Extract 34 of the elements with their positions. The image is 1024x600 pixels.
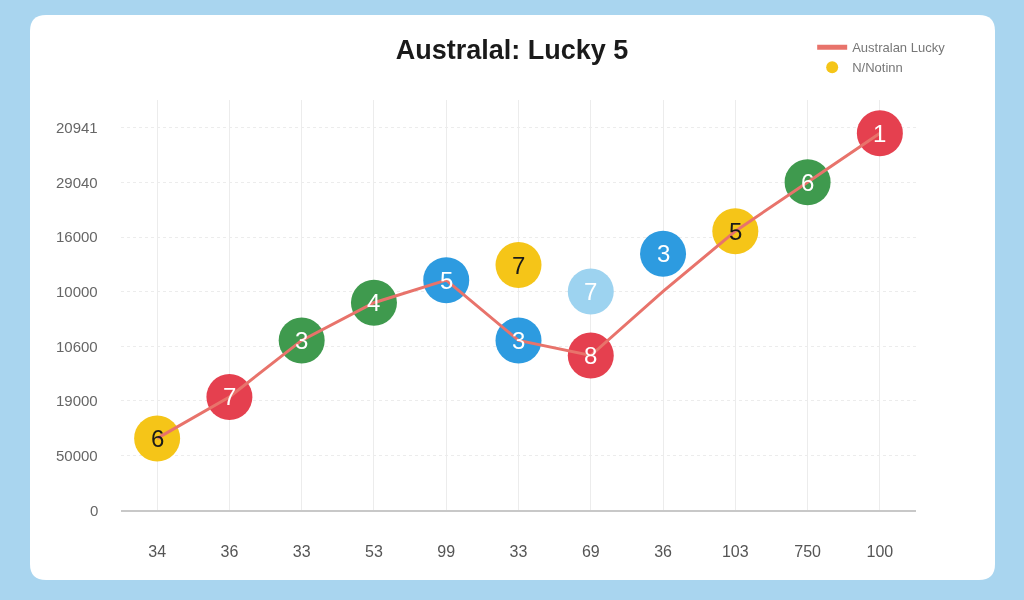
chart-title: Australal: Lucky 5 xyxy=(395,35,629,66)
text: 10600 xyxy=(56,338,98,355)
text: 0 xyxy=(90,502,99,519)
annotation: 3 xyxy=(657,240,671,267)
annotation: 7 xyxy=(584,278,598,305)
x-tick-label: 99 xyxy=(437,543,456,561)
x-tick-label: 36 xyxy=(220,543,239,561)
annotation: 7 xyxy=(223,383,237,410)
x-tick-label: 750 xyxy=(794,543,822,561)
legend-label: Australan Lucky xyxy=(852,40,946,56)
x-tick-label: 69 xyxy=(581,543,600,561)
point xyxy=(495,242,542,289)
annotation: 7 xyxy=(512,252,526,279)
x-tick-label: 33 xyxy=(292,543,311,561)
annotation: 5 xyxy=(729,218,743,245)
text: 50000 xyxy=(56,447,98,464)
point xyxy=(567,268,614,315)
x-tick-label: 53 xyxy=(365,543,383,561)
x-tick-label: 33 xyxy=(509,543,528,561)
annotation: 1 xyxy=(873,120,887,147)
text: 20941 xyxy=(56,119,98,136)
annotation: 8 xyxy=(584,342,598,369)
x-tick-label: 36 xyxy=(654,543,673,561)
x-tick-label: 34 xyxy=(148,543,167,561)
point xyxy=(856,110,903,157)
legend-label: N/Notinn xyxy=(852,60,903,76)
text: 16000 xyxy=(56,228,98,245)
text: 10000 xyxy=(56,283,98,300)
text: 29040 xyxy=(56,174,98,191)
x-tick-label: 100 xyxy=(866,543,894,561)
annotation: 6 xyxy=(151,425,165,452)
x-tick-label: 103 xyxy=(721,543,749,561)
point xyxy=(640,230,687,277)
text: 19000 xyxy=(56,392,98,409)
